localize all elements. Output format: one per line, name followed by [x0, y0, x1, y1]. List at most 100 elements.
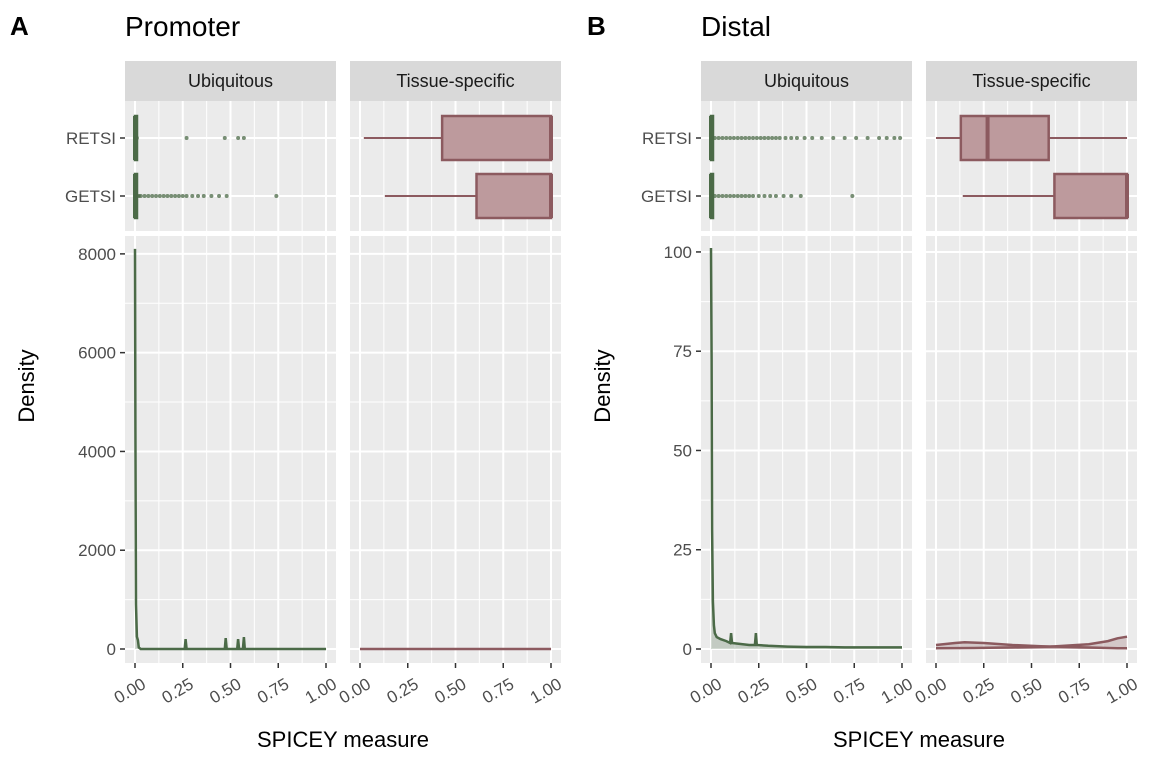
x-tick-label: 1.00: [878, 674, 916, 707]
strip-label: Tissue-specific: [972, 71, 1090, 91]
outlier-point: [789, 136, 794, 140]
outlier-point: [209, 194, 214, 198]
x-tick-label: 0.00: [111, 674, 149, 707]
panel-a-facet-tissue-specific: Tissue-specific: [350, 61, 561, 101]
outlier-point: [184, 136, 189, 140]
boxplot-retsi: [936, 114, 1127, 162]
panel-a-tissue-specific-facet: 0.00 0.25 0.50 0.75 1.00: [336, 101, 565, 707]
plot-layer: 0.00 0.25 0.50 0.75 1.00 RETSI GETSI 0 2000 4000 6…: [65, 101, 1141, 707]
outlier-point: [735, 194, 740, 198]
outlier-point: [789, 194, 794, 198]
outlier-point: [747, 194, 752, 198]
outlier-point: [756, 194, 761, 198]
outlier-point: [865, 136, 870, 140]
outlier-point: [773, 136, 778, 140]
x-tick-label: 0.75: [830, 674, 868, 707]
y-tick-label: 50: [673, 441, 692, 460]
outlier-point: [884, 136, 889, 140]
outlier-point: [850, 194, 855, 198]
x-tick-label: 0.25: [159, 674, 197, 707]
outlier-point: [747, 136, 752, 140]
outlier-point: [720, 194, 725, 198]
outlier-point: [831, 136, 836, 140]
outlier-point: [758, 136, 763, 140]
outlier-point: [716, 194, 721, 198]
panel-b-tag: B: [587, 11, 606, 41]
outlier-point: [751, 136, 756, 140]
x-tick-label: 0.25: [384, 674, 422, 707]
outlier-point: [712, 194, 717, 198]
outlier-point: [196, 194, 201, 198]
boxplot-retsi: [363, 114, 553, 162]
outlier-point: [731, 136, 736, 140]
outlier-point: [892, 136, 897, 140]
outlier-point: [770, 136, 775, 140]
outlier-point: [739, 194, 744, 198]
x-tick-label: 0.75: [1055, 674, 1093, 707]
x-tick-label: 0.00: [912, 674, 950, 707]
y-tick-label: 4000: [78, 442, 116, 461]
panel-a-ubiquitous-facet: 0.00 0.25 0.50 0.75 1.00 RETSI GETSI 0 2000 4000 6…: [65, 101, 340, 707]
box: [475, 172, 553, 220]
outlier-point: [236, 136, 241, 140]
outlier-point: [842, 136, 847, 140]
box: [440, 114, 553, 162]
x-tick-label: 0.25: [960, 674, 998, 707]
strip-label: Ubiquitous: [764, 71, 849, 91]
panel-a-facet-ubiquitous: Ubiquitous: [125, 61, 336, 101]
outlier-point: [731, 194, 736, 198]
outlier-point: [728, 136, 733, 140]
outlier-point: [898, 136, 903, 140]
outlier-point: [154, 194, 159, 198]
y-tick-label: 6000: [78, 344, 116, 363]
outlier-point: [724, 136, 729, 140]
outlier-point: [751, 194, 756, 198]
strip-bg: [701, 61, 912, 101]
outlier-point: [716, 136, 721, 140]
y-category-label-getsi: GETSI: [65, 187, 116, 206]
outlier-point: [138, 194, 143, 198]
outlier-point: [768, 194, 773, 198]
x-tick-label: 1.00: [302, 674, 340, 707]
x-tick-label: 0.00: [336, 674, 374, 707]
y-tick-label: 0: [107, 640, 116, 659]
panel-b-facet-ubiquitous: Ubiquitous: [701, 61, 912, 101]
density-line-getsi: [935, 635, 1128, 650]
outlier-point: [241, 136, 246, 140]
panel-b-title: Distal: [701, 11, 771, 42]
panel-b-y-axis-title: Density: [590, 349, 615, 422]
outlier-point: [201, 194, 206, 198]
outlier-point: [150, 194, 155, 198]
box: [1053, 172, 1129, 220]
strip-label: Tissue-specific: [396, 71, 514, 91]
outlier-point: [877, 136, 882, 140]
y-tick-label: 0: [683, 640, 692, 659]
panel-b-tissue-specific-facet: 0.00 0.25 0.50 0.75 1.00: [912, 101, 1141, 707]
outlier-point: [184, 194, 189, 198]
outlier-point: [802, 136, 807, 140]
y-category-label-getsi: GETSI: [641, 187, 692, 206]
outlier-point: [743, 136, 748, 140]
outlier-point: [810, 136, 815, 140]
y-category-label-retsi: RETSI: [642, 129, 692, 148]
y-category-label-retsi: RETSI: [66, 129, 116, 148]
outlier-point: [766, 136, 771, 140]
panel-a-plots: 0.00 0.25 0.50 0.75 1.00 RETSI GETSI 0 2000 4000 6…: [65, 101, 565, 707]
outlier-point: [173, 194, 178, 198]
x-tick-label: 0.00: [687, 674, 725, 707]
outlier-point: [762, 136, 767, 140]
outlier-point: [712, 136, 717, 140]
outlier-point: [798, 194, 803, 198]
outlier-point: [724, 194, 729, 198]
outlier-point: [142, 194, 147, 198]
strip-bg: [125, 61, 336, 101]
outlier-point: [161, 194, 166, 198]
x-tick-label: 0.50: [206, 674, 244, 707]
outlier-point: [146, 194, 151, 198]
outlier-point: [190, 194, 195, 198]
outlier-point: [739, 136, 744, 140]
outlier-point: [781, 194, 786, 198]
boxplot-retsi: [709, 114, 903, 162]
outlier-point: [777, 136, 782, 140]
